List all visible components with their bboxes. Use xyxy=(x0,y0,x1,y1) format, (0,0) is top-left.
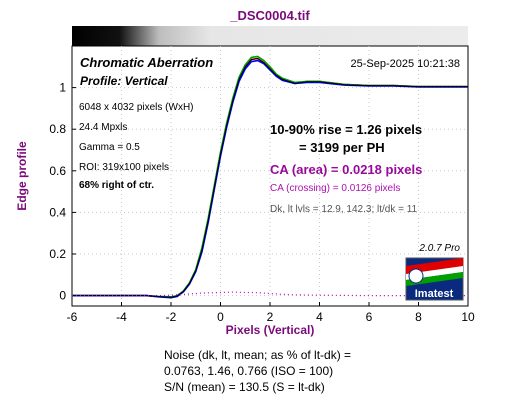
x-tick-label: 10 xyxy=(461,310,475,324)
rise-per-ph: = 3199 per PH xyxy=(299,140,385,155)
imatest-logo: Imatest xyxy=(405,257,464,301)
levels-result: Dk, lt lvls = 12.9, 142.3; lt/dk = 11 xyxy=(270,204,418,215)
y-tick-label: 0.8 xyxy=(49,122,66,136)
noise-line-1: Noise (dk, lt, mean; as % of lt-dk) = xyxy=(164,348,351,362)
series-layer xyxy=(72,55,468,299)
edge-image-strip xyxy=(72,26,468,46)
info-roi: ROI: 319x100 pixels xyxy=(79,162,169,173)
noise-line-2: 0.0763, 1.46, 0.766 (ISO = 100) xyxy=(164,364,333,378)
window-title: _DSC0004.tif xyxy=(229,8,310,23)
y-tick-labels: 0 0.2 0.4 0.6 0.8 1 xyxy=(49,81,66,303)
x-tick-labels: -6 -4 -2 0 2 4 6 8 10 xyxy=(67,310,475,324)
chart-subtitle: Profile: Vertical xyxy=(80,74,168,88)
noise-line-3: S/N (mean) = 130.5 (S = lt-dk) xyxy=(164,380,325,394)
x-axis-label: Pixels (Vertical) xyxy=(226,323,315,337)
y-tick-label: 0.2 xyxy=(49,247,66,261)
y-axis-label: Edge profile xyxy=(15,141,29,211)
info-gamma: Gamma = 0.5 xyxy=(79,142,140,153)
timestamp: 25-Sep-2025 10:21:38 xyxy=(351,58,460,70)
y-tick-label: 0.6 xyxy=(49,164,66,178)
y-tick-label: 0 xyxy=(59,289,66,303)
ca-difference-line xyxy=(72,291,468,297)
luminance-line xyxy=(72,57,468,298)
logo-text: Imatest xyxy=(415,288,454,300)
x-tick-label: -6 xyxy=(67,310,78,324)
info-position: 68% right of ctr. xyxy=(79,180,154,191)
ca-crossing-result: CA (crossing) = 0.0126 pixels xyxy=(270,183,400,194)
x-tick-label: -2 xyxy=(166,310,177,324)
x-tick-label: 2 xyxy=(267,310,274,324)
version-label: 2.0.7 Pro xyxy=(418,243,460,254)
x-tick-label: 0 xyxy=(217,310,224,324)
x-tick-label: 4 xyxy=(316,310,323,324)
info-megapixels: 24.4 Mpxls xyxy=(79,122,127,133)
x-tick-label: 8 xyxy=(415,310,422,324)
x-tick-label: 6 xyxy=(366,310,373,324)
ca-area-result: CA (area) = 0.0218 pixels xyxy=(270,162,422,177)
chart-title: Chromatic Aberration xyxy=(80,55,213,70)
y-tick-label: 1 xyxy=(59,81,66,95)
rise-result: 10-90% rise = 1.26 pixels xyxy=(270,122,422,137)
info-resolution: 6048 x 4032 pixels (WxH) xyxy=(79,102,194,113)
x-tick-label: -4 xyxy=(116,310,127,324)
y-tick-label: 0.4 xyxy=(49,205,66,219)
